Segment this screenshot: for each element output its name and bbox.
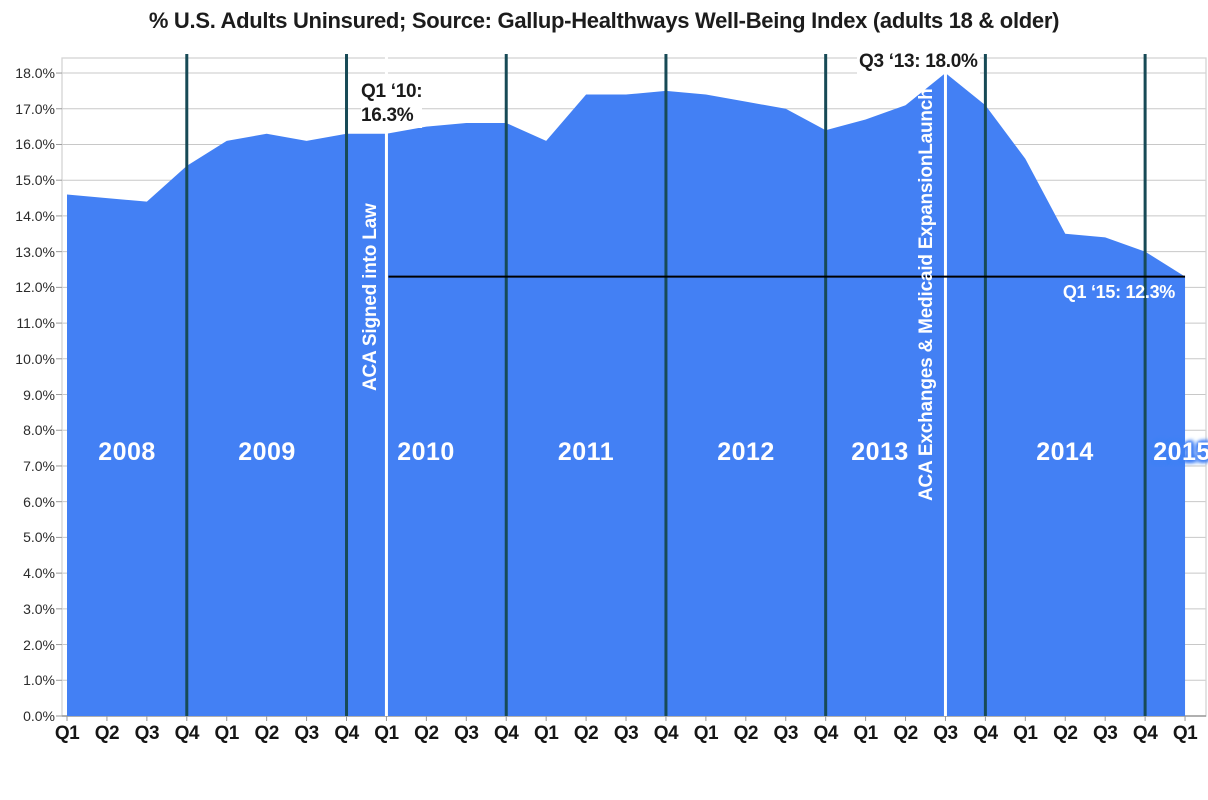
y-axis-tick-label: 5.0% [23, 529, 55, 546]
year-label: 2011 [557, 438, 615, 466]
x-axis-tick-label: Q4 [334, 723, 359, 744]
x-axis-tick-label: Q3 [134, 723, 160, 744]
annotation-q3-2013: Q3 ‘13: 18.0% [857, 50, 980, 74]
x-axis-tick-label: Q1 [54, 723, 80, 744]
x-axis-tick-label: Q3 [773, 723, 799, 744]
y-axis-tick-label: 13.0% [15, 243, 55, 260]
x-axis-tick-label: Q3 [1092, 723, 1118, 744]
y-axis-tick-label: 3.0% [23, 600, 55, 617]
x-axis-tick-label: Q1 [374, 723, 399, 744]
y-axis-tick-label: 11.0% [16, 315, 55, 332]
x-axis-tick-label: Q2 [94, 723, 120, 744]
uninsured-area [67, 73, 1186, 716]
year-label: 2013 [851, 438, 909, 466]
y-axis-tick-label: 4.0% [23, 565, 55, 582]
x-axis-tick-label: Q1 [214, 723, 240, 744]
x-axis-tick-label: Q2 [254, 723, 279, 744]
x-axis-tick-label: Q4 [174, 723, 200, 744]
event-label-aca-exchanges-medicaid-expansion: ACA Exchanges & Medicaid ExpansionLaunch [916, 88, 937, 501]
x-axis-tick-label: Q1 [533, 723, 559, 744]
year-label: 2010 [397, 438, 455, 466]
year-label: 2009 [238, 438, 296, 466]
y-axis-tick-label: 12.0% [15, 279, 55, 296]
x-axis-tick-label: Q3 [933, 723, 958, 744]
x-axis-tick-label: Q2 [573, 723, 599, 744]
y-axis-tick-label: 7.0% [23, 457, 55, 474]
annotation-q1-2010-line1: Q1 ‘10: [361, 81, 423, 102]
chart-title: % U.S. Adults Uninsured; Source: Gallup-… [148, 8, 1060, 33]
x-axis-tick-label: Q4 [813, 723, 838, 744]
annotation-q1-2010-line2: 16.3% [361, 105, 414, 126]
y-axis-tick-label: 8.0% [23, 422, 55, 439]
y-axis-tick-label: 0.0% [23, 708, 55, 724]
x-axis-tick-label: Q4 [653, 723, 679, 744]
y-axis-tick-label: 14.0% [15, 207, 55, 224]
year-label: 2015 [1153, 438, 1208, 466]
year-label: 2008 [98, 438, 156, 466]
x-axis-tick-label: Q3 [613, 723, 639, 744]
y-axis-tick-label: 1.0% [23, 672, 55, 689]
annotation-q1-2010: Q1 ‘10: 16.3% [361, 80, 423, 128]
x-axis-tick-label: Q1 [853, 723, 878, 744]
y-axis-tick-label: 15.0% [15, 172, 55, 189]
y-axis-tick-label: 9.0% [23, 386, 55, 403]
x-axis-tick-label: Q2 [733, 723, 759, 744]
x-axis-tick-label: Q1 [693, 723, 719, 744]
x-axis-tick-label: Q1 [1172, 723, 1198, 744]
y-axis-tick-label: 6.0% [23, 493, 55, 510]
x-axis-tick-label: Q1 [1013, 723, 1038, 744]
event-label-aca-signed-into-law: ACA Signed into Law [360, 203, 381, 391]
annotation-q1-2015: Q1 ‘15: 12.3% [1062, 282, 1175, 302]
x-axis-tick-label: Q2 [1053, 723, 1078, 744]
y-axis-tick-label: 10.0% [15, 350, 55, 367]
y-axis-tick-label: 18.0% [15, 65, 55, 82]
x-axis-tick-label: Q4 [1132, 723, 1158, 744]
year-label: 2014 [1036, 438, 1094, 466]
y-axis-tick-label: 17.0% [15, 100, 55, 117]
x-axis-tick-label: Q4 [494, 723, 519, 744]
year-label: 2012 [717, 438, 775, 466]
x-axis-tick-label: Q2 [893, 723, 918, 744]
x-axis-tick-label: Q4 [973, 723, 998, 744]
x-axis-tick-label: Q3 [454, 723, 479, 744]
x-axis-tick-label: Q3 [294, 723, 319, 744]
y-axis-tick-label: 2.0% [23, 636, 55, 653]
y-axis-tick-label: 16.0% [15, 136, 55, 153]
x-axis-tick-label: Q2 [414, 723, 439, 744]
